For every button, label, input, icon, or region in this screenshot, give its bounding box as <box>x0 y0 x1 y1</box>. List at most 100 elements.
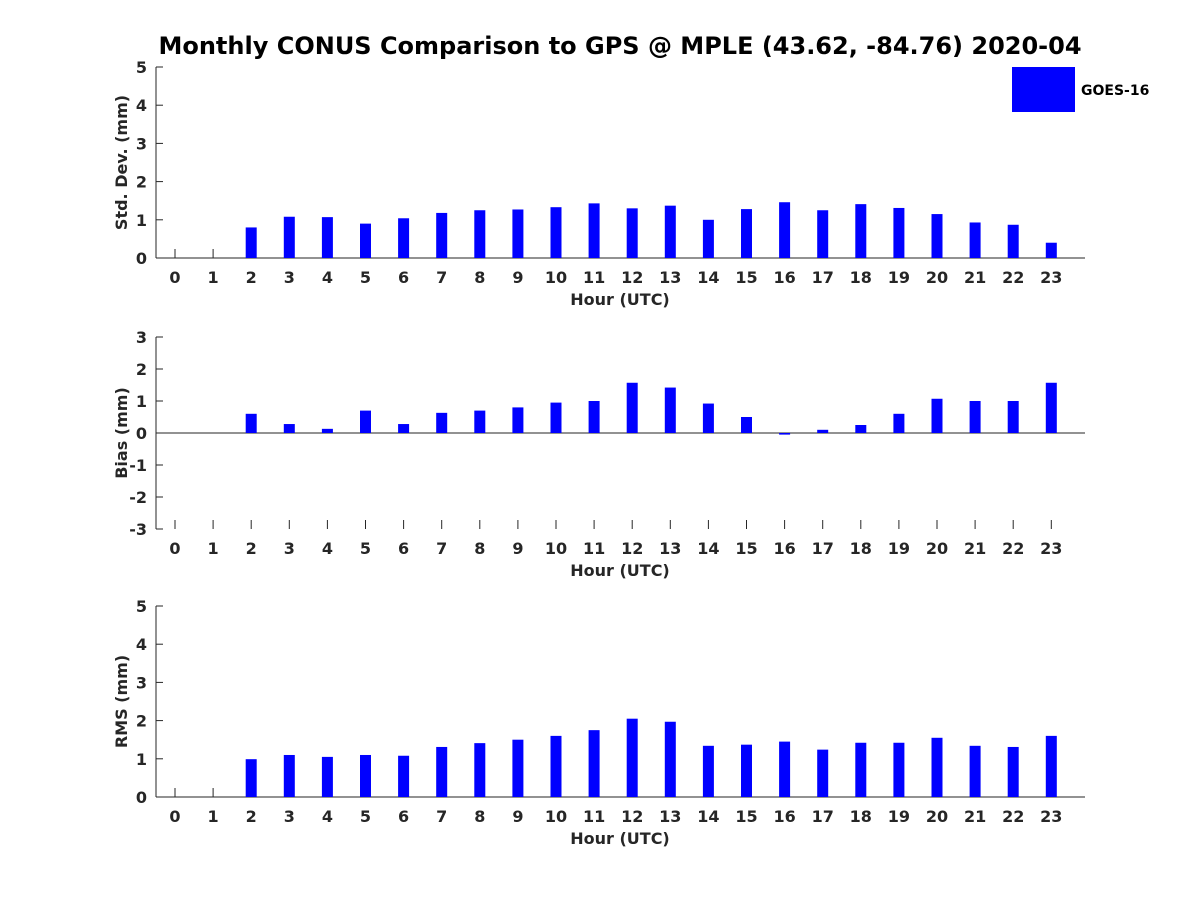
y-tick-label: -3 <box>129 520 147 539</box>
y-tick-label: 2 <box>136 173 147 192</box>
x-tick-label: 0 <box>169 268 180 287</box>
bar-hour-7 <box>436 212 448 258</box>
x-tick-label: 14 <box>697 539 719 558</box>
y-tick-label: -2 <box>129 488 147 507</box>
x-tick-label: 6 <box>398 268 409 287</box>
x-tick-label: 4 <box>322 807 333 826</box>
bar-hour-11 <box>588 401 600 433</box>
x-tick-label: 5 <box>360 807 371 826</box>
x-tick-label: 23 <box>1040 268 1062 287</box>
x-tick-label: 17 <box>812 539 834 558</box>
x-tick-label: 3 <box>284 268 295 287</box>
x-tick-label: 0 <box>169 539 180 558</box>
bar-hour-2 <box>245 227 257 258</box>
y-tick-label: 5 <box>136 58 147 77</box>
x-tick-label: 5 <box>360 539 371 558</box>
x-axis-label: Hour (UTC) <box>570 561 670 580</box>
x-tick-label: 6 <box>398 539 409 558</box>
y-tick-label: -1 <box>129 456 147 475</box>
x-tick-label: 16 <box>773 268 795 287</box>
x-tick-label: 22 <box>1002 268 1024 287</box>
y-tick-label: 4 <box>136 635 147 654</box>
x-tick-label: 1 <box>208 807 219 826</box>
bar-hour-13 <box>664 205 676 258</box>
bar-hour-15 <box>741 744 752 797</box>
bar-hour-2 <box>245 413 257 433</box>
x-tick-label: 12 <box>621 539 643 558</box>
x-tick-label: 15 <box>735 268 757 287</box>
bar-hour-21 <box>969 401 981 433</box>
bar-hour-5 <box>360 754 371 797</box>
y-tick-label: 0 <box>136 424 147 443</box>
bar-hour-10 <box>550 402 562 433</box>
x-tick-label: 9 <box>512 807 523 826</box>
x-tick-label: 16 <box>773 807 795 826</box>
x-tick-label: 23 <box>1040 539 1062 558</box>
y-axis-label: Bias (mm) <box>112 387 131 479</box>
bar-hour-17 <box>817 429 829 433</box>
bar-hour-15 <box>741 209 752 258</box>
bar-hour-9 <box>512 407 524 433</box>
x-tick-label: 6 <box>398 807 409 826</box>
y-tick-label: 3 <box>136 673 147 692</box>
x-tick-label: 11 <box>583 807 605 826</box>
x-tick-label: 13 <box>659 539 681 558</box>
x-tick-label: 23 <box>1040 807 1062 826</box>
x-tick-label: 1 <box>208 539 219 558</box>
bar-hour-22 <box>1007 401 1019 433</box>
x-tick-label: 22 <box>1002 807 1024 826</box>
bar-hour-2 <box>245 759 257 797</box>
x-tick-label: 20 <box>926 539 948 558</box>
bar-hour-23 <box>1045 382 1057 433</box>
bar-hour-6 <box>398 424 410 433</box>
x-tick-label: 2 <box>246 807 257 826</box>
bar-hour-17 <box>817 749 829 797</box>
bar-hour-19 <box>893 742 905 797</box>
bar-hour-11 <box>588 730 600 797</box>
bar-hour-8 <box>474 743 486 797</box>
bar-hour-22 <box>1007 746 1019 797</box>
x-tick-label: 10 <box>545 268 567 287</box>
x-tick-label: 7 <box>436 539 447 558</box>
bar-hour-18 <box>855 742 867 797</box>
x-tick-label: 14 <box>697 807 719 826</box>
bar-hour-23 <box>1045 242 1057 258</box>
bar-hour-19 <box>893 207 905 258</box>
y-tick-label: 2 <box>136 712 147 731</box>
x-tick-label: 15 <box>735 807 757 826</box>
bar-hour-13 <box>664 721 676 797</box>
x-tick-label: 18 <box>850 539 872 558</box>
x-tick-label: 10 <box>545 807 567 826</box>
bar-hour-16 <box>779 433 791 435</box>
bar-hour-20 <box>931 737 943 797</box>
x-tick-label: 18 <box>850 807 872 826</box>
x-tick-label: 12 <box>621 807 643 826</box>
bar-hour-3 <box>283 216 295 258</box>
chart-title: Monthly CONUS Comparison to GPS @ MPLE (… <box>158 32 1081 60</box>
x-tick-label: 8 <box>474 539 485 558</box>
bar-hour-14 <box>702 403 714 433</box>
x-tick-label: 20 <box>926 807 948 826</box>
y-tick-label: 0 <box>136 788 147 807</box>
x-tick-label: 9 <box>512 539 523 558</box>
x-tick-label: 14 <box>697 268 719 287</box>
x-tick-label: 16 <box>773 539 795 558</box>
x-tick-label: 1 <box>208 268 219 287</box>
bar-hour-11 <box>588 203 600 258</box>
x-tick-label: 22 <box>1002 539 1024 558</box>
bar-hour-4 <box>321 756 333 797</box>
x-tick-label: 19 <box>888 807 910 826</box>
y-tick-label: 4 <box>136 96 147 115</box>
x-tick-label: 5 <box>360 268 371 287</box>
y-tick-label: 1 <box>136 211 147 230</box>
x-tick-label: 9 <box>512 268 523 287</box>
bar-hour-7 <box>436 412 448 433</box>
bar-hour-22 <box>1007 224 1019 258</box>
bar-hour-6 <box>398 218 410 258</box>
x-tick-label: 18 <box>850 268 872 287</box>
x-tick-label: 13 <box>659 807 681 826</box>
x-tick-label: 4 <box>322 268 333 287</box>
bar-hour-17 <box>817 210 829 258</box>
